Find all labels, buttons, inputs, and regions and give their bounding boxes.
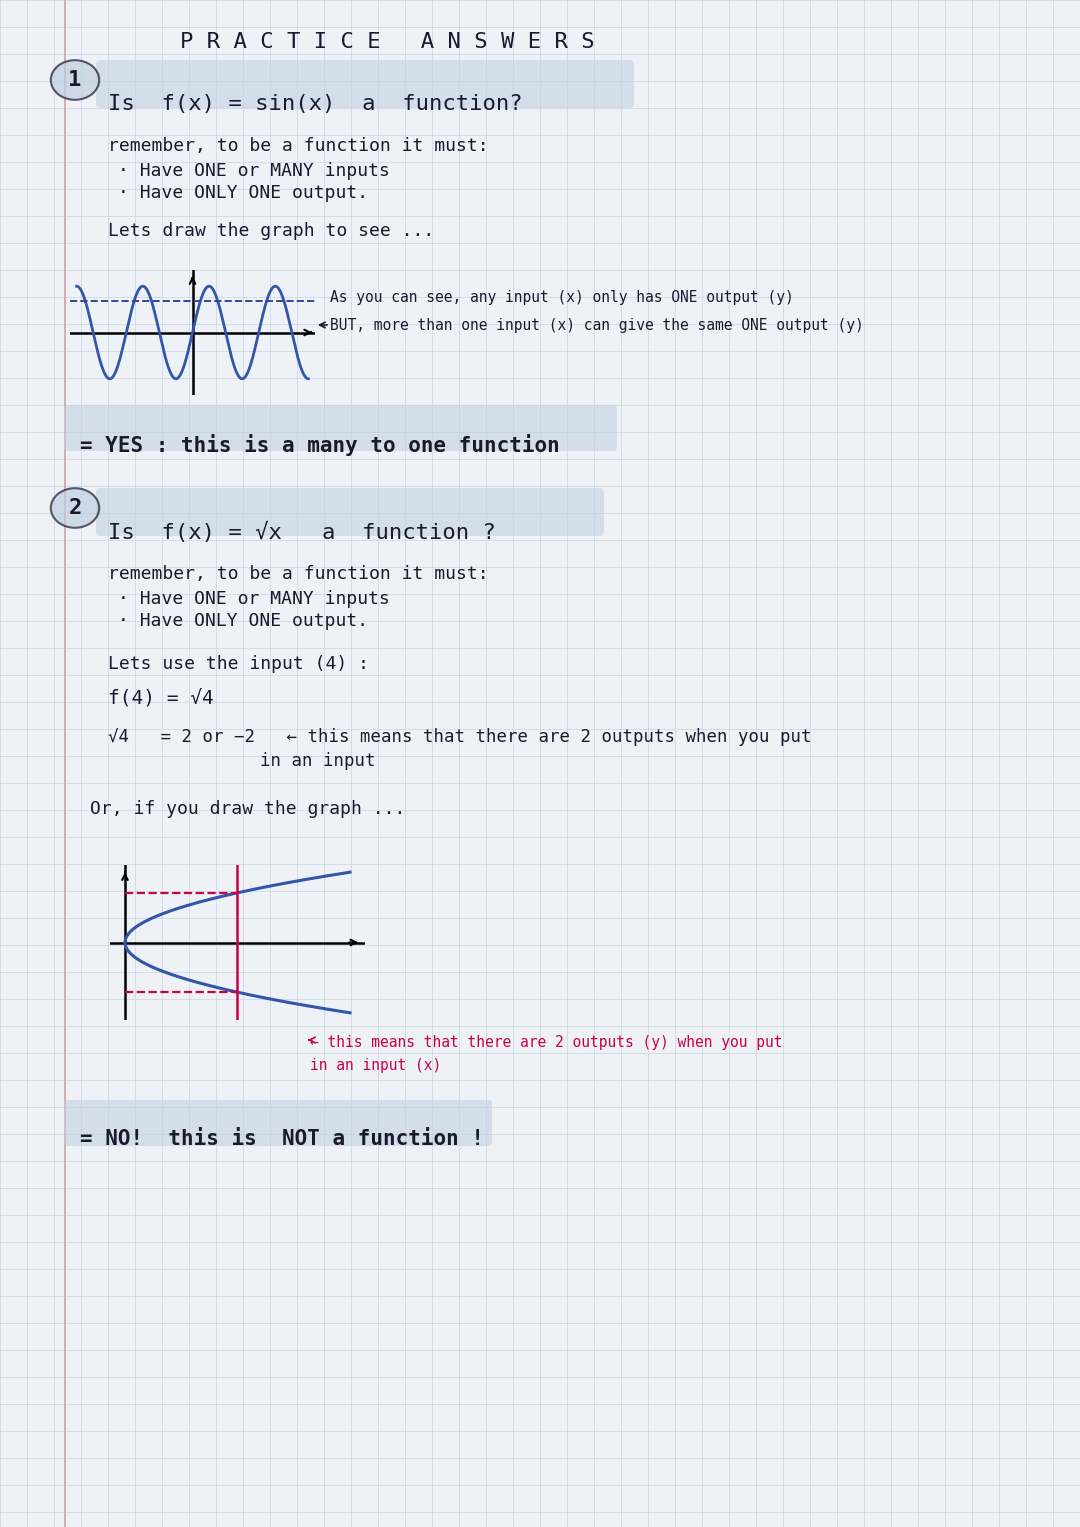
FancyBboxPatch shape (64, 405, 617, 450)
FancyBboxPatch shape (96, 60, 634, 108)
Text: Lets draw the graph to see ...: Lets draw the graph to see ... (108, 221, 434, 240)
Text: = NO!  this is  NOT a function !: = NO! this is NOT a function ! (80, 1128, 484, 1148)
Text: Is  f(x) = √x   a  function ?: Is f(x) = √x a function ? (108, 522, 496, 544)
FancyBboxPatch shape (64, 1099, 492, 1145)
Text: · Have ONLY ONE output.: · Have ONLY ONE output. (118, 183, 368, 202)
Text: f(4) = √4: f(4) = √4 (108, 689, 214, 707)
Ellipse shape (51, 489, 99, 528)
Text: ← this means that there are 2 outputs (y) when you put: ← this means that there are 2 outputs (y… (310, 1035, 783, 1051)
Text: √4   = 2 or −2   ← this means that there are 2 outputs when you put: √4 = 2 or −2 ← this means that there are… (108, 728, 811, 747)
Text: in an input: in an input (260, 751, 376, 770)
Text: BUT, more than one input (x) can give the same ONE output (y): BUT, more than one input (x) can give th… (330, 318, 864, 333)
Text: Is  f(x) = sin(x)  a  function?: Is f(x) = sin(x) a function? (108, 95, 523, 115)
Text: P R A C T I C E   A N S W E R S: P R A C T I C E A N S W E R S (180, 32, 595, 52)
Text: in an input (x): in an input (x) (310, 1058, 442, 1073)
Text: · Have ONE or MANY inputs: · Have ONE or MANY inputs (118, 589, 390, 608)
Ellipse shape (51, 60, 99, 99)
Text: remember, to be a function it must:: remember, to be a function it must: (108, 565, 488, 583)
Text: Or, if you draw the graph ...: Or, if you draw the graph ... (90, 800, 405, 818)
Text: · Have ONE or MANY inputs: · Have ONE or MANY inputs (118, 162, 390, 180)
Text: · Have ONLY ONE output.: · Have ONLY ONE output. (118, 612, 368, 631)
Text: As you can see, any input (x) only has ONE output (y): As you can see, any input (x) only has O… (330, 290, 794, 305)
Text: = YES : this is a many to one function: = YES : this is a many to one function (80, 434, 559, 457)
Text: Lets use the input (4) :: Lets use the input (4) : (108, 655, 369, 673)
Text: 1: 1 (68, 70, 82, 90)
Text: 2: 2 (68, 498, 82, 518)
FancyBboxPatch shape (96, 489, 604, 536)
Text: remember, to be a function it must:: remember, to be a function it must: (108, 137, 488, 156)
